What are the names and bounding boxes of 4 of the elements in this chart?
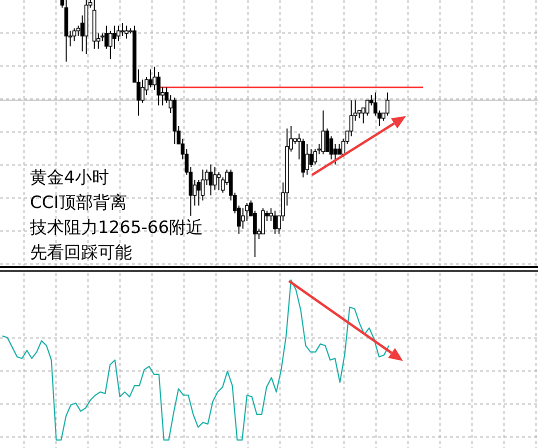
annotation: CCI顶部背离 <box>30 193 127 213</box>
annotation: 黄金4小时 <box>30 168 109 188</box>
annotation: 技术阻力1265-66附近 <box>29 218 204 238</box>
annotation: 先看回踩可能 <box>30 243 132 263</box>
